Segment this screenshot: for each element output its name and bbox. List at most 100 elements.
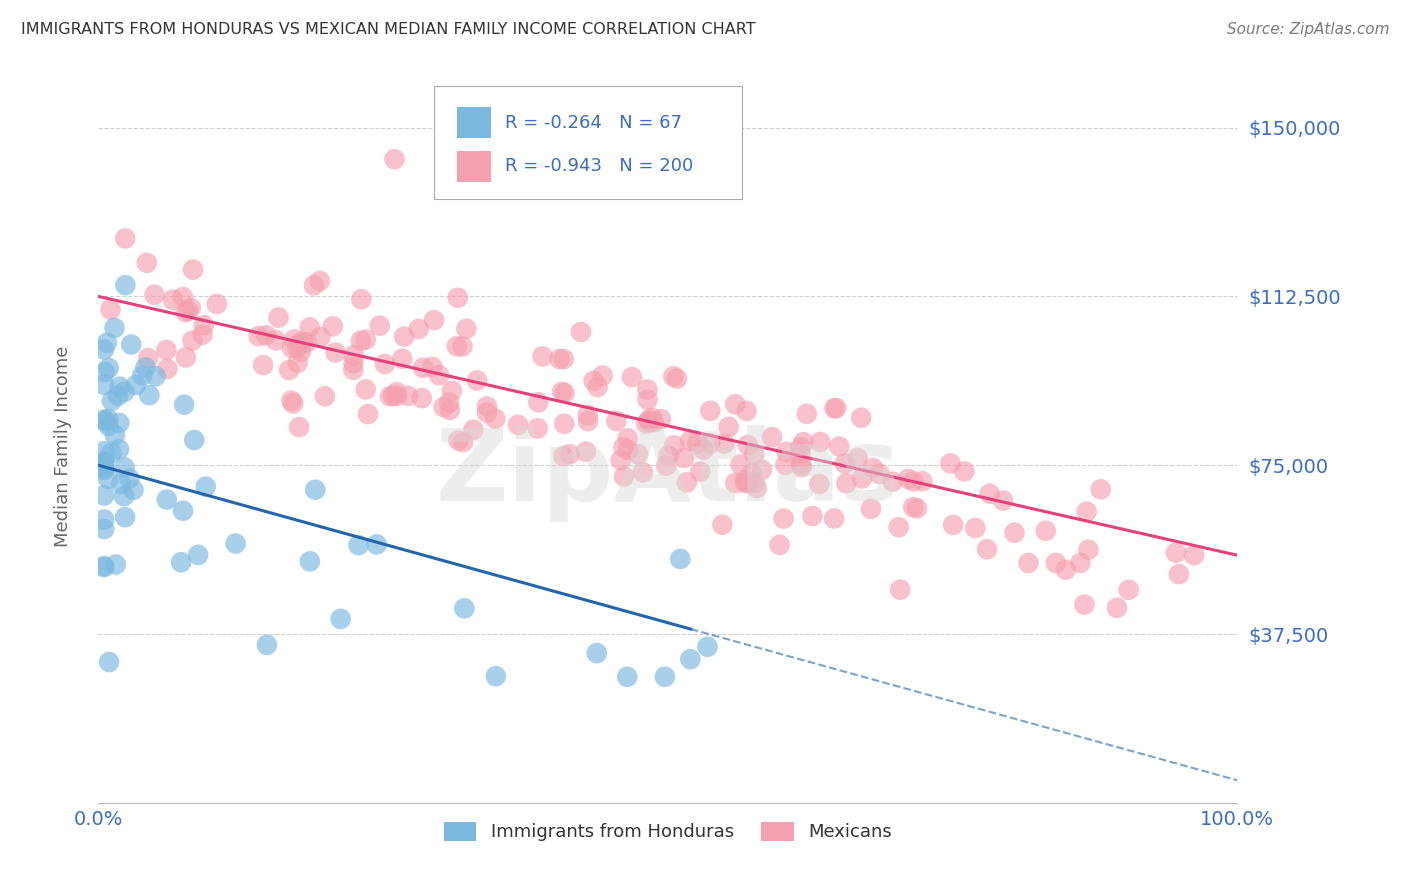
Point [112,489,135,503]
Point [343,348,366,362]
Point [679,434,702,448]
Point [287,356,309,370]
Point [446,339,468,353]
Point [979,487,1001,501]
Point [101,393,124,408]
Point [174,351,197,365]
Point [775,445,797,459]
Point [100,446,122,460]
Text: R = -0.943   N = 200: R = -0.943 N = 200 [505,158,693,176]
Point [108,416,131,430]
Point [585,646,607,660]
Point [730,458,752,472]
Point [792,435,814,450]
Point [93,343,115,357]
Point [734,473,756,487]
Point [180,301,202,315]
Point [108,379,131,393]
Point [724,475,747,490]
Point [796,407,818,421]
Point [114,278,136,293]
Point [162,293,184,307]
Point [553,417,575,431]
Point [911,474,934,488]
Point [711,517,734,532]
Point [882,475,904,489]
Point [576,414,599,428]
Point [620,370,643,384]
Point [825,401,848,415]
Point [801,508,824,523]
Point [298,554,321,568]
Point [93,559,115,574]
Point [1077,542,1099,557]
Point [636,383,658,397]
Point [114,231,136,245]
Point [775,458,797,472]
Point [834,457,856,471]
Point [828,440,851,454]
Point [447,291,470,305]
Point [280,393,302,408]
Point [475,400,498,414]
Point [451,435,474,450]
Point [696,640,718,654]
Point [378,389,401,403]
Point [347,538,370,552]
Point [122,483,145,497]
Point [193,318,215,333]
Point [1004,525,1026,540]
Point [96,335,118,350]
Point [616,670,638,684]
Point [125,378,148,392]
Point [138,388,160,402]
Point [637,392,659,407]
Point [181,334,204,348]
Point [717,420,740,434]
Point [103,321,125,335]
Point [526,421,548,435]
Point [851,471,873,485]
Point [605,414,627,428]
Legend: Immigrants from Honduras, Mexicans: Immigrants from Honduras, Mexicans [437,814,898,848]
Point [643,415,665,429]
Point [582,374,605,388]
Point [553,450,575,464]
Point [183,433,205,447]
Point [551,384,574,399]
Point [655,458,678,473]
Point [631,465,654,479]
Point [93,444,115,458]
Point [741,466,763,480]
Point [692,442,714,457]
Point [689,465,711,479]
Point [617,442,640,457]
Point [354,383,377,397]
Point [849,410,872,425]
Point [325,345,347,359]
Point [675,475,697,490]
Point [247,329,270,343]
Point [610,453,633,467]
Point [97,419,120,434]
Point [156,362,179,376]
Point [662,369,685,384]
Point [823,401,845,416]
Point [93,560,115,574]
Point [638,413,661,427]
Point [411,391,433,405]
Point [181,262,204,277]
Point [439,403,461,417]
Point [309,330,332,344]
Point [887,520,910,534]
Point [368,318,391,333]
Text: ZipAtlas: ZipAtlas [436,425,900,522]
Point [742,475,765,490]
Point [350,334,373,348]
Point [97,412,120,426]
Point [976,542,998,557]
Point [194,480,217,494]
Point [737,438,759,452]
Point [1090,483,1112,497]
Point [374,357,396,371]
